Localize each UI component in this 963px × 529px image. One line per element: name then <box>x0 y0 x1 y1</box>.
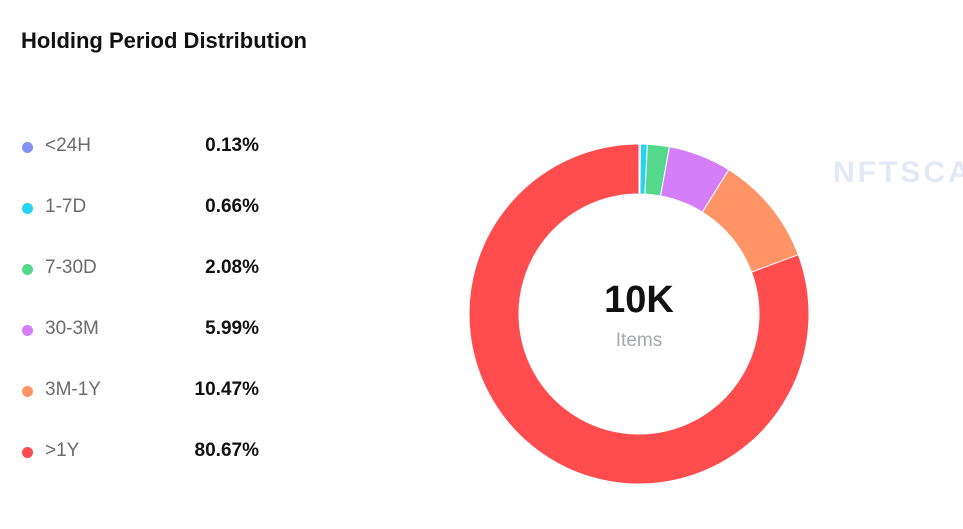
legend-item[interactable]: 30-3M 5.99% <box>20 303 265 364</box>
legend-label: 30-3M <box>45 318 99 339</box>
legend-label: 3M-1Y <box>45 379 101 400</box>
legend-dot <box>22 386 33 397</box>
center-unit: Items <box>616 330 662 351</box>
legend-dot <box>22 264 33 275</box>
legend-value: 2.08% <box>205 257 259 278</box>
legend-value: 10.47% <box>194 379 259 400</box>
legend-dot <box>22 142 33 153</box>
donut-slice-6[interactable] <box>468 143 810 485</box>
legend-item[interactable]: 1-7D 0.66% <box>20 181 265 242</box>
center-value: 10K <box>604 279 674 321</box>
legend-item[interactable]: <24H 0.13% <box>20 120 265 181</box>
legend-dot <box>22 325 33 336</box>
legend-value: 0.66% <box>205 196 259 217</box>
legend-label: 1-7D <box>45 196 87 217</box>
legend-label: <24H <box>45 135 91 156</box>
donut-chart: 10K Items <box>463 138 815 495</box>
legend: <24H 0.13% 1-7D 0.66% 7-30D 2.08% 30-3M … <box>20 120 265 486</box>
legend-item[interactable]: >1Y 80.67% <box>20 425 265 486</box>
legend-item[interactable]: 3M-1Y 10.47% <box>20 364 265 425</box>
legend-value: 5.99% <box>205 318 259 339</box>
donut-svg: 10K Items <box>468 143 810 485</box>
chart-title: Holding Period Distribution <box>21 28 307 53</box>
legend-label: >1Y <box>45 440 80 461</box>
legend-dot <box>22 447 33 458</box>
legend-dot <box>22 203 33 214</box>
legend-label: 7-30D <box>45 257 97 278</box>
donut-slices <box>468 143 810 485</box>
legend-value: 0.13% <box>205 135 259 156</box>
watermark-logo: NFTSCA <box>833 156 963 189</box>
legend-value: 80.67% <box>194 440 259 461</box>
legend-item[interactable]: 7-30D 2.08% <box>20 242 265 303</box>
